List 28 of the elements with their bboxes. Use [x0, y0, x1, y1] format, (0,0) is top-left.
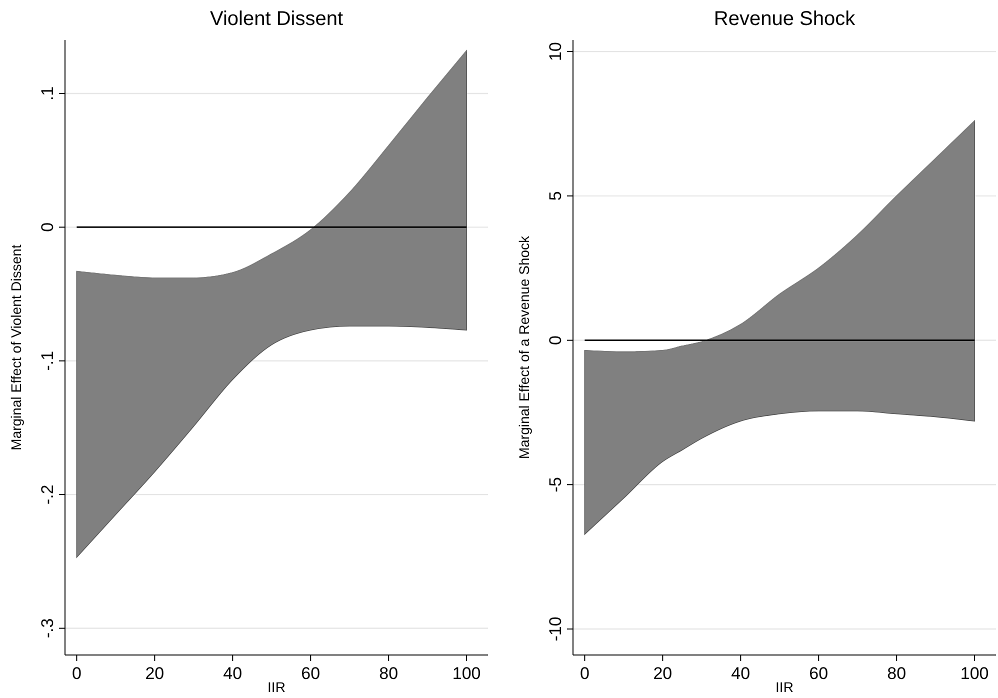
y-tick-label: 5	[546, 191, 565, 201]
x-tick-label: 0	[72, 664, 82, 683]
y-axis-title: Marginal Effect of Violent Dissent	[8, 244, 24, 450]
y-tick-label: 0	[38, 222, 57, 232]
x-tick-label: 60	[301, 664, 320, 683]
y-tick-label: -10	[546, 616, 565, 642]
x-tick-label: 60	[809, 664, 828, 683]
y-tick-label: -.1	[38, 350, 57, 371]
x-tick-label: 40	[223, 664, 242, 683]
x-tick-label: 100	[452, 664, 481, 683]
x-tick-label: 80	[887, 664, 906, 683]
y-axis-title: Marginal Effect of a Revenue Shock	[516, 234, 532, 460]
x-axis-title: IIR	[268, 679, 286, 695]
x-axis-title: IIR	[776, 679, 794, 695]
chart-title: Revenue Shock	[714, 8, 856, 30]
y-tick-label: -.2	[38, 484, 57, 504]
x-tick-label: 20	[145, 664, 164, 683]
y-tick-label: .1	[38, 86, 57, 101]
x-tick-label: 40	[731, 664, 750, 683]
y-tick-label: -5	[546, 477, 565, 492]
x-tick-label: 80	[379, 664, 398, 683]
x-tick-label: 0	[580, 664, 590, 683]
y-tick-label: -.3	[38, 618, 57, 638]
y-tick-label: 0	[546, 336, 565, 346]
x-tick-label: 100	[960, 664, 989, 683]
chart-title: Violent Dissent	[210, 8, 344, 30]
x-tick-label: 20	[653, 664, 672, 683]
y-tick-label: 10	[546, 42, 565, 62]
